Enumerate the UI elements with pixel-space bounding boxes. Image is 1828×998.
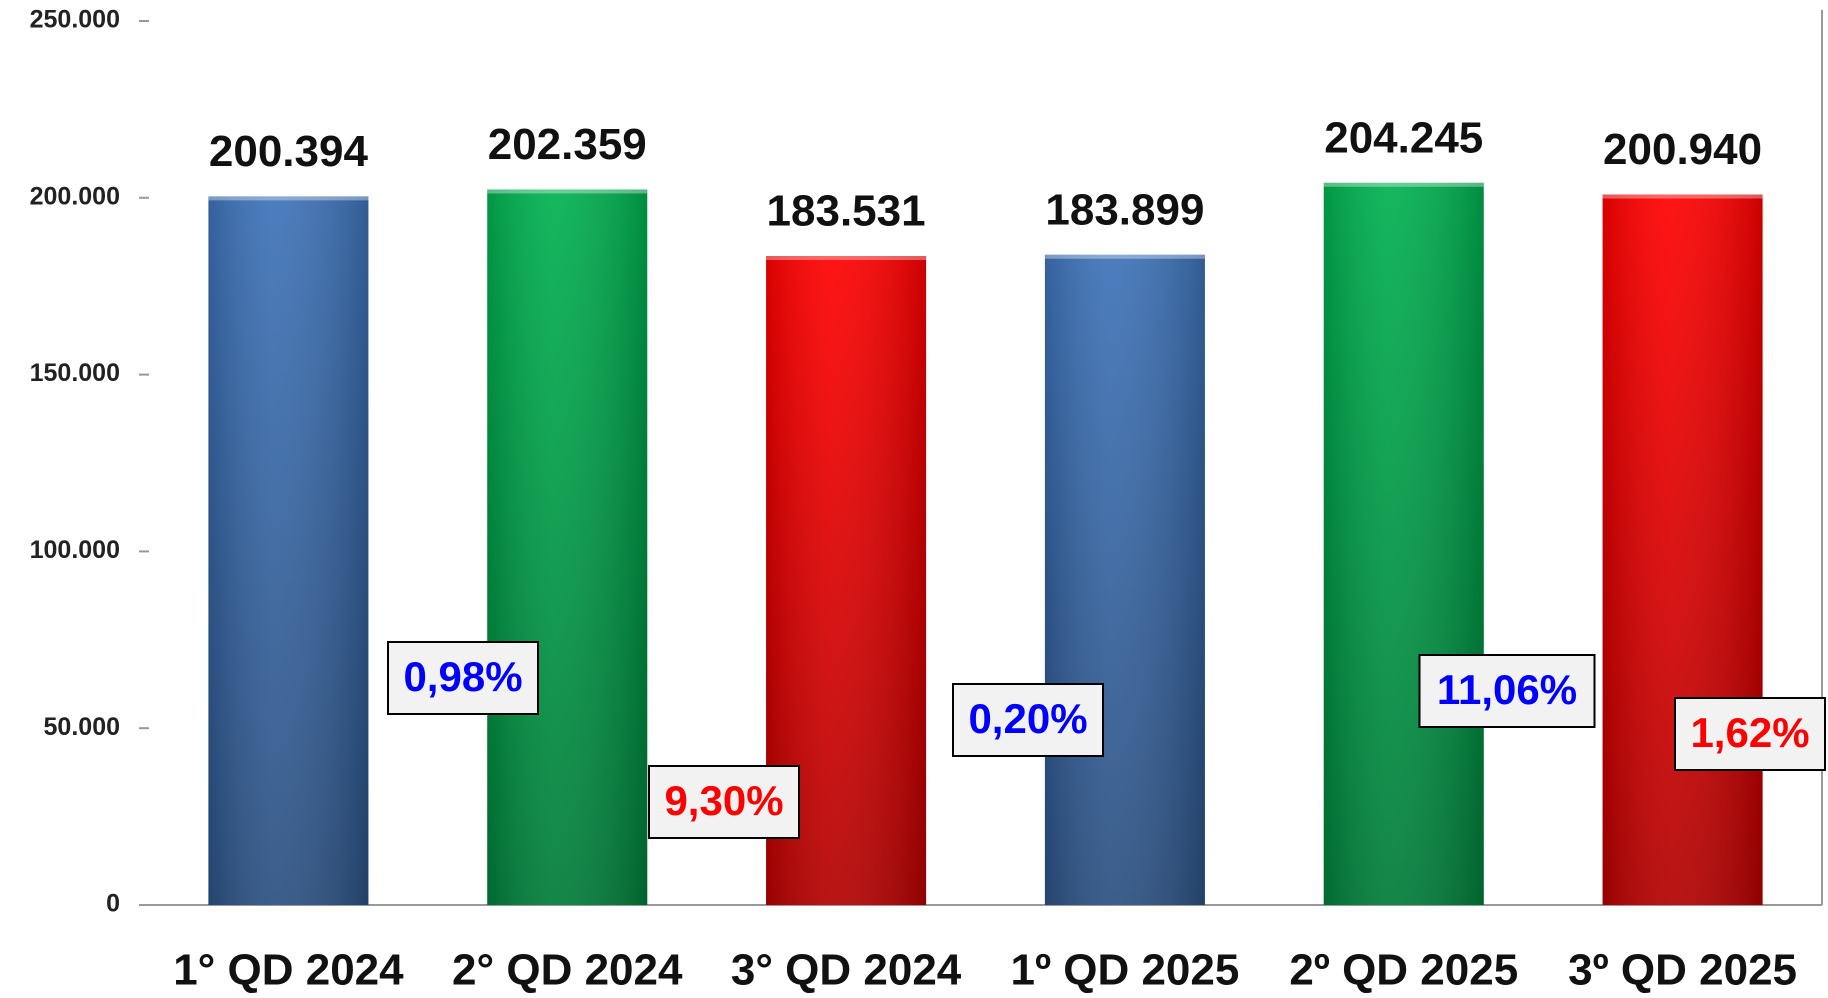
value-label: 200.940	[1603, 125, 1762, 174]
annotation-box	[648, 765, 800, 839]
bar	[1323, 182, 1484, 905]
value-label: 183.899	[1045, 185, 1204, 234]
bar-cap	[766, 256, 927, 261]
x-tick-label: 3º QD 2025	[1568, 946, 1797, 995]
y-tick-label: 0	[106, 890, 120, 918]
x-tick-label: 1º QD 2025	[1010, 946, 1239, 995]
value-label: 204.245	[1324, 113, 1483, 162]
x-tick-label: 2° QD 2024	[452, 946, 683, 995]
bar-cap	[1323, 182, 1484, 187]
x-tick-label: 3° QD 2024	[731, 946, 962, 995]
annotation: 1,62%	[1690, 709, 1809, 756]
annotation-box	[1674, 697, 1826, 771]
value-label: 202.359	[488, 120, 647, 169]
y-tick-label: 50.000	[44, 713, 120, 741]
bar	[487, 189, 648, 906]
annotation: 0,98%	[403, 653, 522, 700]
y-tick-label: 250.000	[30, 6, 120, 34]
bar-cap	[208, 196, 369, 201]
bar	[1044, 254, 1205, 905]
annotation-box	[1418, 654, 1596, 728]
bar-cap	[1044, 254, 1205, 259]
x-tick-label: 2º QD 2025	[1289, 946, 1518, 995]
y-tick-label: 200.000	[30, 182, 120, 210]
annotation: 11,06%	[1437, 666, 1577, 713]
y-tick-label: 150.000	[30, 359, 120, 387]
bar	[1602, 194, 1763, 905]
annotation-box	[387, 641, 539, 715]
x-tick-label: 1° QD 2024	[173, 946, 404, 995]
bar-cap	[487, 189, 648, 194]
bar-cap	[1602, 194, 1763, 199]
value-label: 183.531	[767, 187, 926, 236]
annotation-box	[952, 683, 1104, 757]
annotation: 9,30%	[664, 777, 783, 824]
bar	[208, 196, 369, 906]
annotation: 0,20%	[968, 695, 1087, 742]
value-label: 200.394	[209, 127, 369, 176]
y-tick-label: 100.000	[30, 536, 120, 564]
